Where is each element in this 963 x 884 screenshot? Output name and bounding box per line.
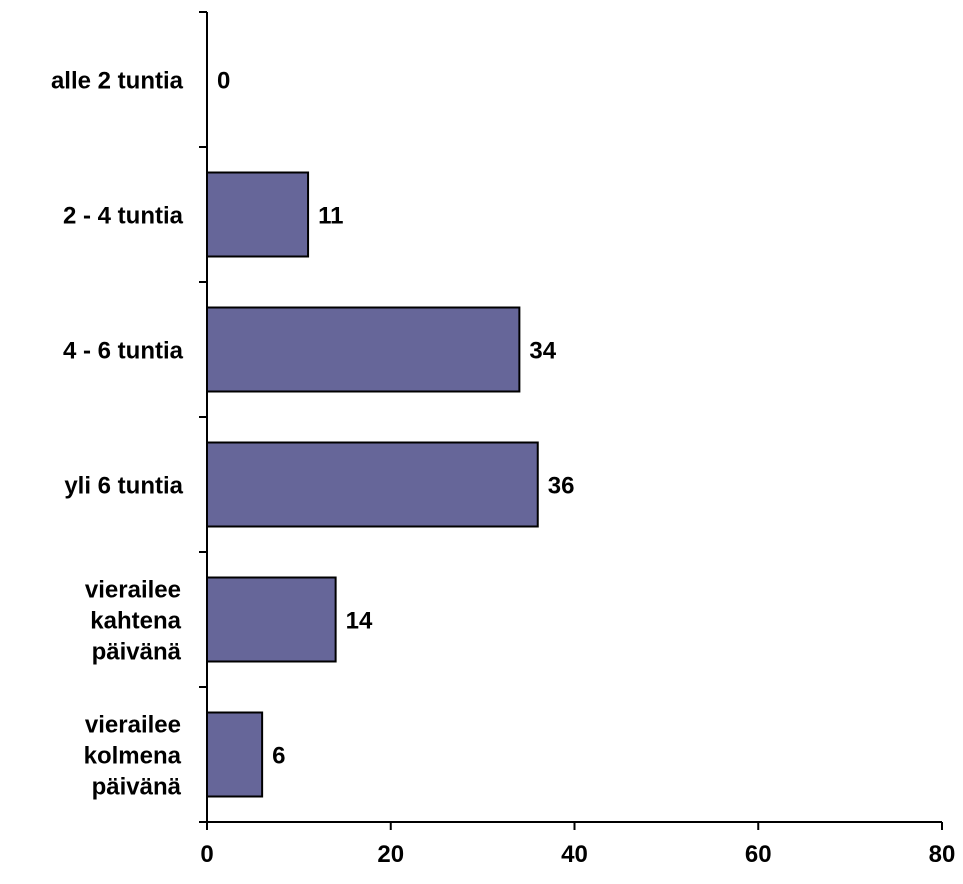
x-tick-label: 60 (745, 841, 772, 868)
data-label: 11 (318, 203, 343, 230)
bar (206, 171, 310, 258)
category-label-line: kolmena (84, 743, 182, 770)
category-label: yli 6 tuntia (64, 473, 183, 500)
category-label-line: päivänä (92, 774, 182, 801)
category-label-line: 2 - 4 tuntia (63, 203, 184, 230)
data-label: 6 (272, 743, 285, 770)
category-label-line: vierailee (85, 577, 181, 604)
data-label: 14 (346, 608, 373, 635)
data-label: 0 (217, 68, 230, 95)
category-label-line: vierailee (85, 712, 181, 739)
category-label: vierailee kolmena päivänä (84, 712, 182, 801)
bar (206, 711, 264, 798)
category-label: alle 2 tuntia (51, 68, 184, 95)
x-tick-label: 20 (377, 841, 404, 868)
bar (206, 576, 337, 663)
category-label-line: kahtena (90, 608, 181, 635)
category-label: 2 - 4 tuntia (63, 203, 184, 230)
data-label: 36 (548, 473, 575, 500)
category-label: 4 - 6 tuntia (63, 338, 184, 365)
axes-layer (206, 12, 942, 823)
x-tick-label: 40 (561, 841, 588, 868)
bars-layer (206, 171, 539, 798)
data-label: 34 (529, 338, 556, 365)
bar (206, 441, 539, 528)
category-label-line: 4 - 6 tuntia (63, 338, 184, 365)
category-label-line: alle 2 tuntia (51, 68, 184, 95)
labels-layer: 0 20 40 60 80 0 alle 2 tuntia 11 2 - 4 tuntia 34 4… (51, 11, 956, 868)
x-tick-label: 80 (929, 841, 956, 868)
x-tick-label: 0 (200, 841, 213, 868)
category-label: vierailee kahtena päivänä (85, 577, 182, 666)
bar (206, 306, 521, 393)
category-label-line: yli 6 tuntia (64, 473, 183, 500)
category-label-line: päivänä (92, 639, 182, 666)
